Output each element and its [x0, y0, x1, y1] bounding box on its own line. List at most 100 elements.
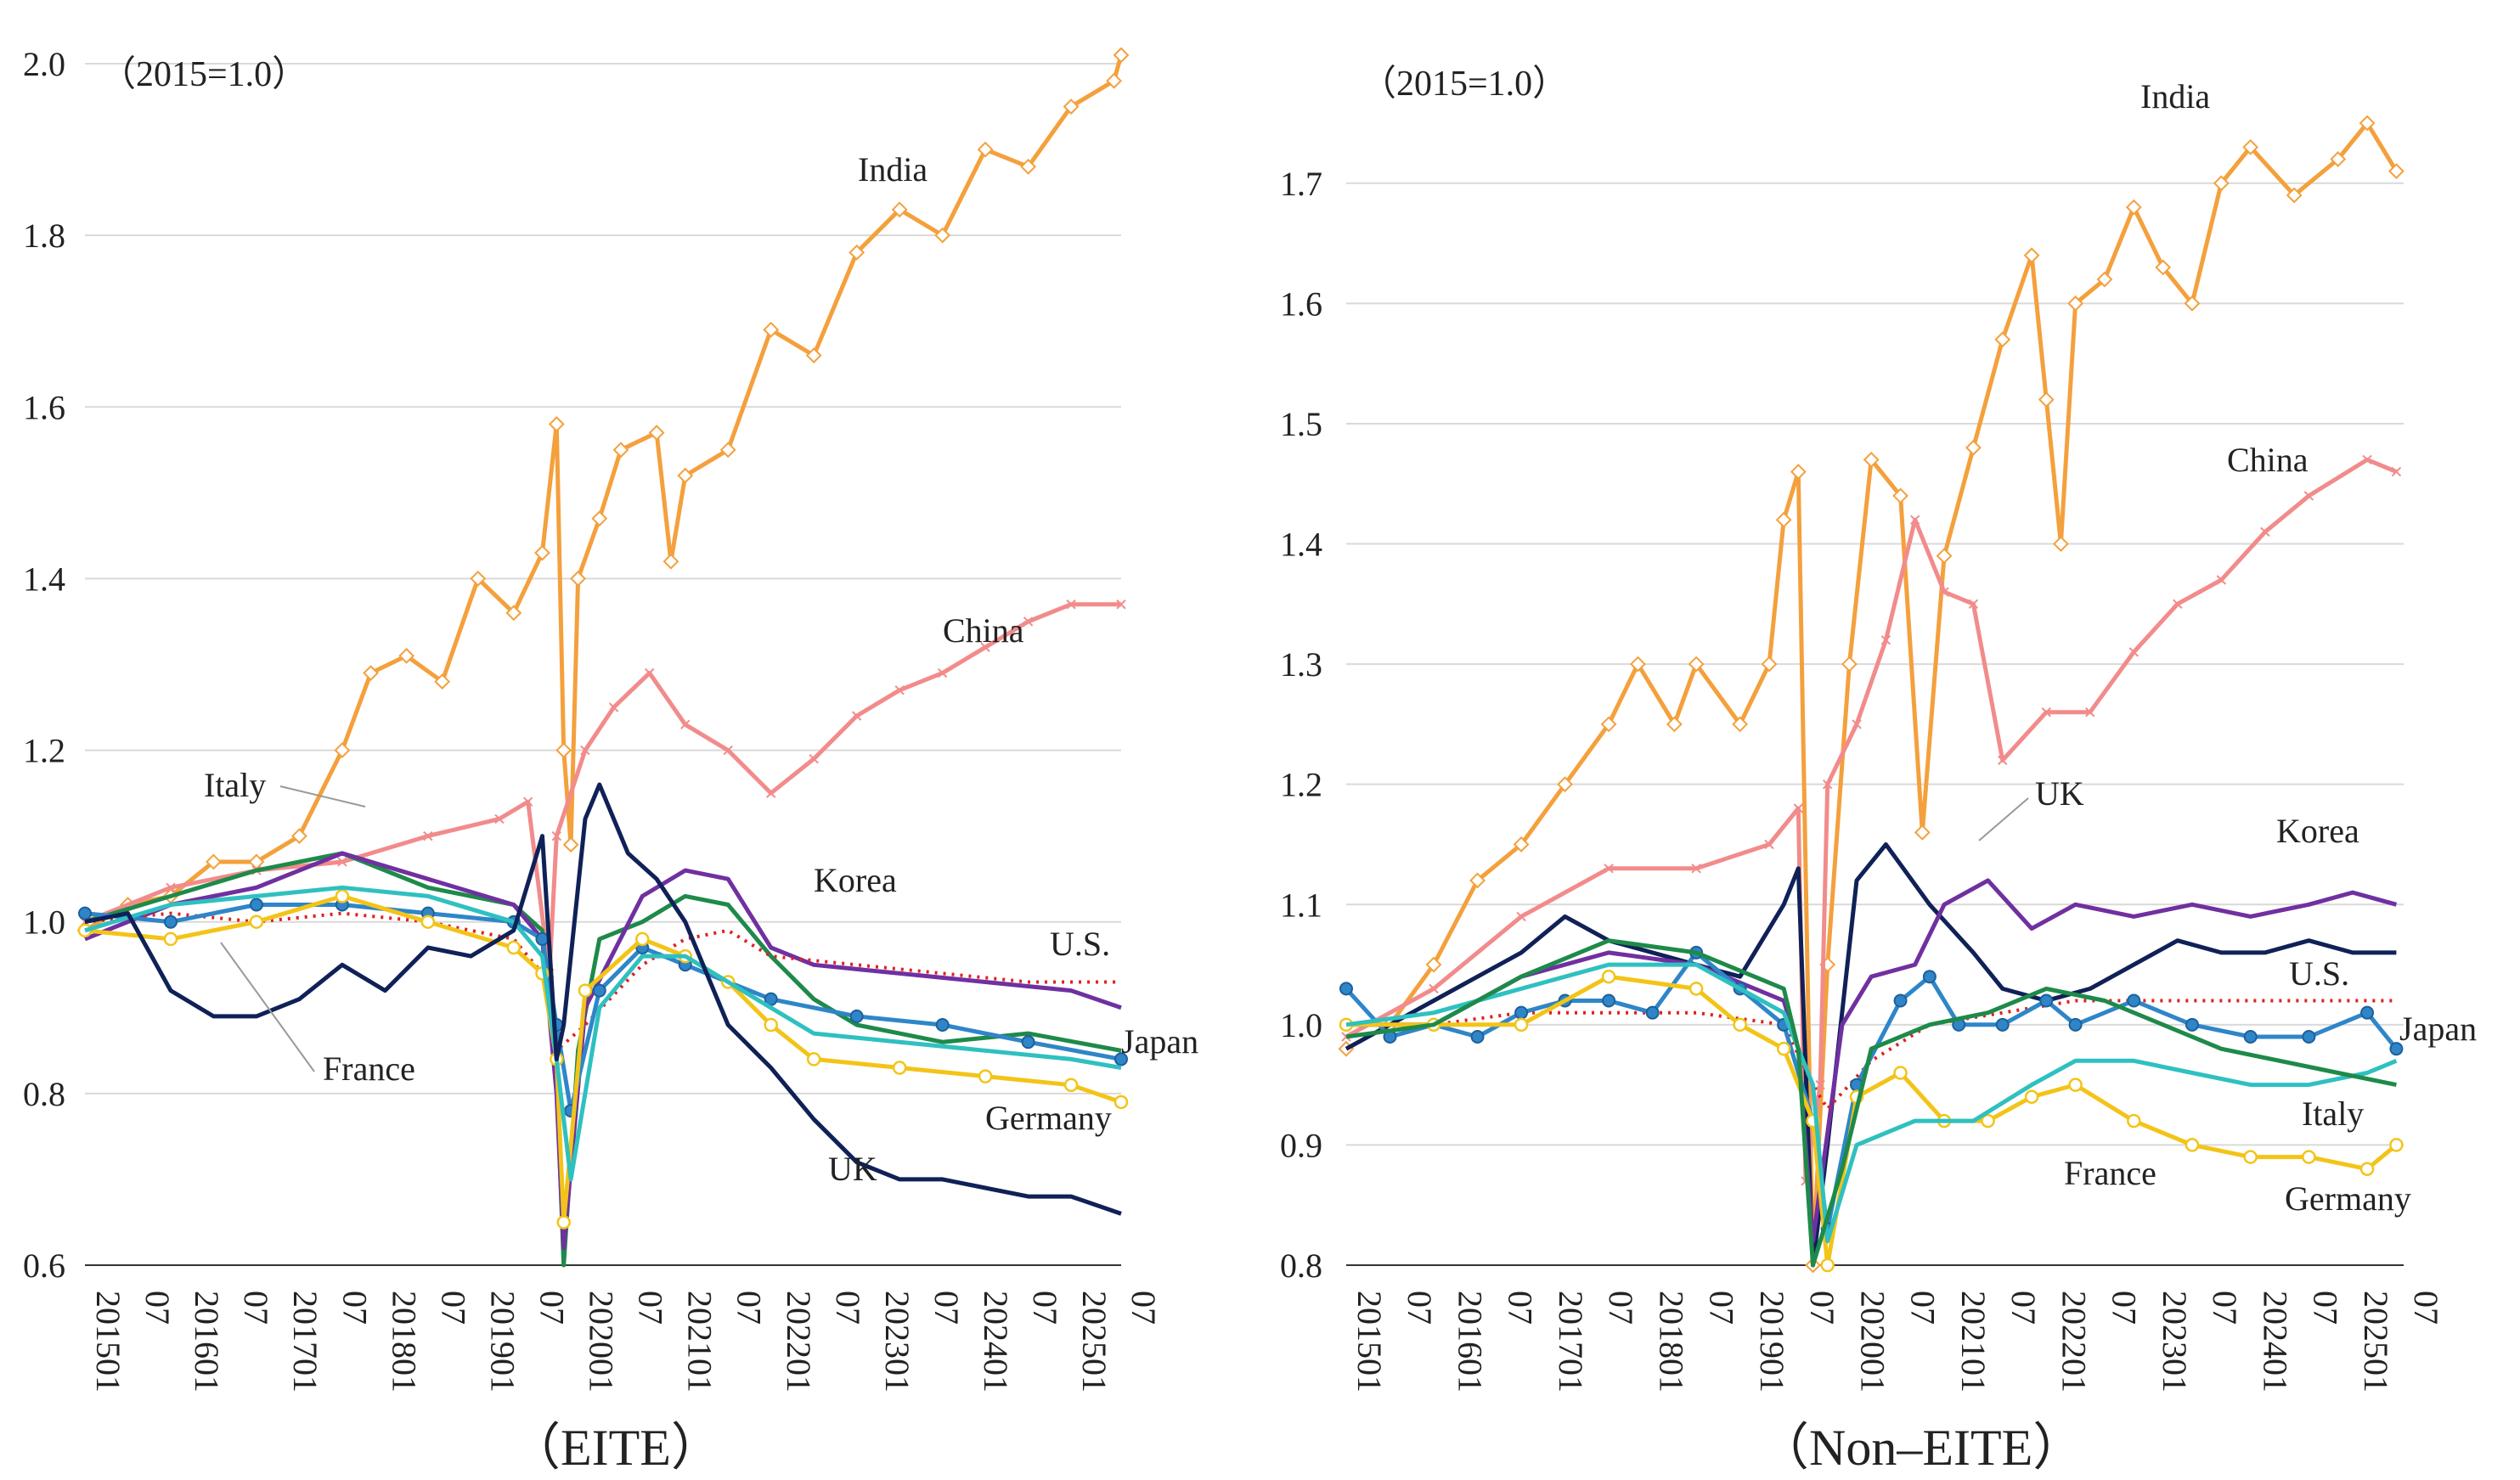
series-line-uk — [84, 782, 1122, 1216]
data-point — [1998, 755, 2008, 766]
base-note: （2015=1.0） — [100, 55, 307, 94]
series-label-us: U.S. — [1050, 925, 1110, 963]
data-point — [1732, 716, 1749, 733]
data-point — [2260, 526, 2270, 537]
data-point — [1666, 716, 1683, 733]
x-tick-label: 201901 — [483, 1291, 521, 1393]
x-tick-label: 07 — [237, 1291, 275, 1325]
x-tick-label: 201801 — [385, 1291, 423, 1393]
x-tick-label: 07 — [2106, 1291, 2144, 1325]
x-tick-label: 202301 — [878, 1291, 916, 1393]
data-point — [1063, 1078, 1079, 1092]
x-tick-label: 07 — [2407, 1291, 2445, 1325]
data-point — [2127, 993, 2141, 1008]
series-label-italy: Italy — [2302, 1095, 2364, 1133]
series-label-china: China — [943, 611, 1024, 650]
y-tick-label: 1.2 — [23, 732, 65, 770]
series-label-uk: UK — [828, 1150, 877, 1188]
data-point — [1429, 983, 1439, 994]
series-line-italy — [1345, 938, 2397, 1268]
data-point — [1116, 599, 1126, 610]
x-tick-label: 07 — [927, 1291, 966, 1325]
data-point — [506, 940, 521, 955]
data-point — [420, 914, 436, 929]
data-point — [1113, 47, 1130, 64]
data-point — [2303, 491, 2314, 501]
data-point — [2360, 1005, 2375, 1020]
data-point — [505, 605, 522, 622]
x-tick-label: 201601 — [188, 1291, 226, 1393]
data-point — [719, 442, 736, 459]
data-point — [2023, 247, 2040, 264]
series-label-italy: Italy — [204, 766, 266, 804]
data-point — [2085, 707, 2095, 717]
x-tick-label: 07 — [2307, 1291, 2345, 1325]
x-tick-label: 202301 — [2156, 1291, 2194, 1393]
series-label-korea: Korea — [814, 861, 897, 899]
data-point — [2388, 163, 2404, 180]
x-tick-label: 07 — [138, 1291, 177, 1325]
x-tick-label: 07 — [632, 1291, 670, 1325]
data-point — [337, 857, 347, 867]
series-label-germany: Germany — [2285, 1179, 2411, 1218]
data-point — [2391, 466, 2402, 477]
series-line-japan — [1345, 950, 2399, 1231]
data-point — [977, 141, 994, 158]
x-tick-label: 201601 — [1451, 1291, 1489, 1393]
data-point — [763, 321, 780, 338]
x-tick-label: 07 — [1502, 1291, 1540, 1325]
data-point — [470, 571, 487, 587]
x-tick-label: 202001 — [583, 1291, 621, 1393]
series-line-germany — [84, 893, 1122, 1224]
data-point — [1968, 599, 1979, 610]
data-point — [2302, 1150, 2316, 1164]
x-tick-label: 202501 — [1075, 1291, 1113, 1393]
data-point — [1602, 993, 1616, 1008]
x-tick-label: 201501 — [1350, 1291, 1389, 1393]
y-tick-label: 1.0 — [1280, 1006, 1322, 1044]
data-point — [1691, 864, 1701, 874]
x-tick-label: 201701 — [1552, 1291, 1590, 1393]
y-tick-label: 0.8 — [23, 1075, 65, 1113]
data-point — [608, 702, 619, 712]
data-point — [2038, 391, 2055, 408]
series-line-japan — [84, 903, 1122, 1113]
data-point — [978, 1069, 993, 1083]
y-tick-label: 1.5 — [1280, 405, 1322, 443]
data-point — [1820, 1258, 1835, 1273]
data-point — [2068, 1017, 2083, 1032]
x-tick-label: 202201 — [2055, 1291, 2093, 1393]
data-point — [1776, 1041, 1791, 1056]
x-tick-label: 202101 — [1954, 1291, 1993, 1393]
y-tick-label: 1.4 — [1280, 526, 1322, 564]
series-layer — [1338, 115, 2404, 1274]
data-point — [1114, 1052, 1128, 1066]
data-point — [2053, 536, 2069, 552]
data-point — [894, 685, 905, 695]
data-point — [2213, 175, 2230, 192]
data-point — [1764, 839, 1774, 850]
y-tick-label: 1.2 — [1280, 766, 1322, 804]
data-point — [2185, 1017, 2199, 1032]
data-point — [2243, 1150, 2258, 1164]
y-tick-label: 0.8 — [1280, 1246, 1322, 1285]
data-point — [578, 983, 593, 998]
data-point — [2068, 1078, 2083, 1092]
x-tick-label: 07 — [2004, 1291, 2043, 1325]
data-point — [1630, 656, 1646, 672]
data-point — [2173, 599, 2183, 610]
data-point — [1513, 836, 1530, 853]
data-point — [934, 227, 951, 244]
data-point — [1066, 599, 1076, 610]
grid — [1346, 182, 2404, 1266]
y-tick-label: 1.1 — [1280, 886, 1322, 924]
x-tick-label: 07 — [434, 1291, 472, 1325]
y-tick-label: 1.6 — [1280, 284, 1322, 323]
y-tick-label: 1.8 — [23, 217, 65, 255]
x-tick-label: 07 — [730, 1291, 769, 1325]
data-point — [2362, 454, 2372, 465]
data-point — [2302, 1030, 2316, 1044]
data-point — [1514, 1005, 1529, 1020]
x-tick-label: 202501 — [2357, 1291, 2395, 1393]
